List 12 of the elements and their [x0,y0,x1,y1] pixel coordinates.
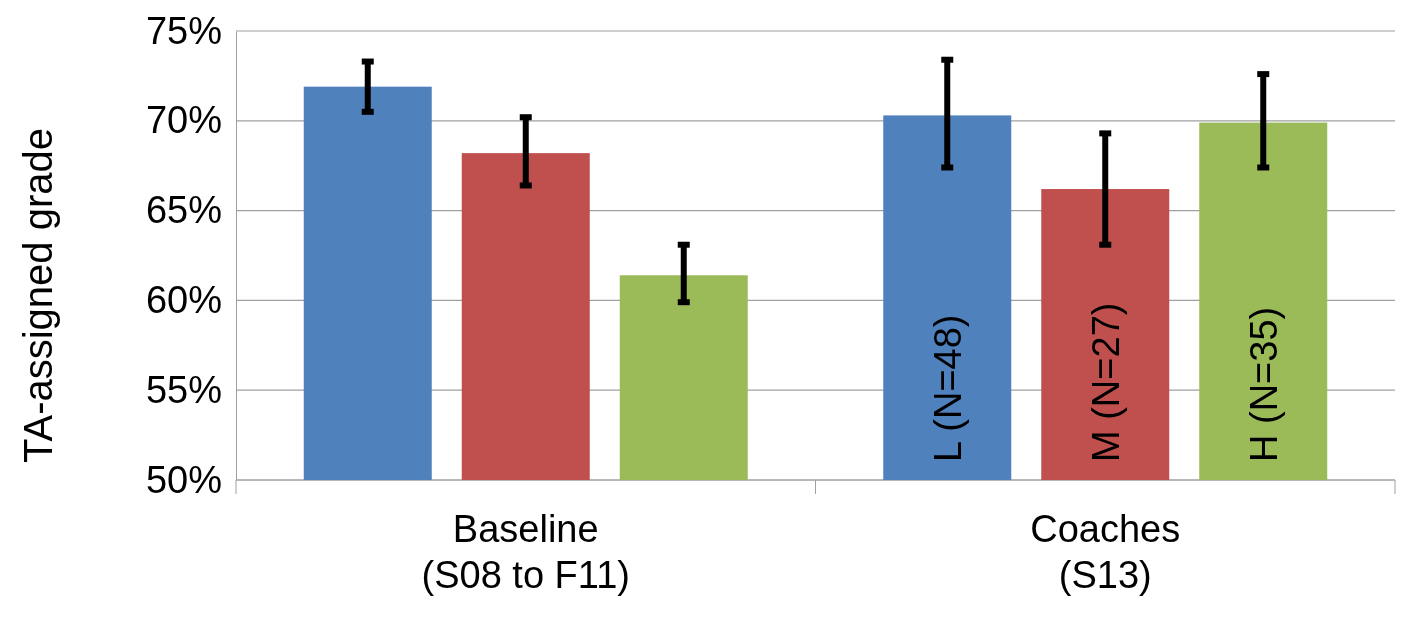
y-tick-label: 70% [145,99,222,142]
y-tick-label: 50% [145,458,222,501]
y-tick-label: 60% [145,279,222,322]
series-label: L (N=48) [927,314,970,462]
series-label: H (N=35) [1243,306,1286,462]
x-tick-label: Baseline (S08 to F11) [421,508,630,596]
series-label: M (N=27) [1085,302,1128,462]
y-tick-label: 55% [145,368,222,411]
y-tick-label: 75% [145,9,222,52]
y-tick-label: 65% [145,189,222,232]
x-tick-label: Coaches (S13) [1030,508,1181,596]
y-axis-title: TA-assigned grade [16,128,60,463]
